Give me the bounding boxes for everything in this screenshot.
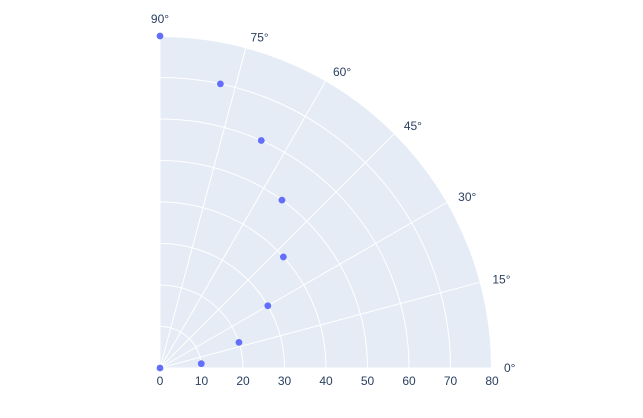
radial-tick-label: 20 [236, 374, 250, 388]
radial-tick-label: 10 [195, 374, 209, 388]
data-point [235, 338, 243, 346]
radial-tick-label: 60 [402, 374, 416, 388]
radial-tick-label: 40 [319, 374, 333, 388]
angular-grid-line [159, 47, 247, 369]
data-point [216, 80, 224, 88]
data-point [278, 196, 286, 204]
angular-tick-label: 75° [251, 31, 269, 45]
angular-grid-line [159, 281, 481, 369]
data-point [257, 137, 265, 144]
radial-tick-label: 80 [485, 374, 499, 388]
angular-tick-label: 60° [333, 65, 351, 79]
grid-layer [159, 35, 493, 369]
radial-tick-label: 50 [361, 374, 375, 388]
radial-tick-label: 0 [157, 374, 164, 388]
angular-tick-label: 45° [404, 119, 422, 133]
data-point [156, 32, 164, 40]
radial-tick-label: 30 [278, 374, 292, 388]
angular-grid-line [159, 132, 396, 369]
radial-tick-label: 70 [444, 374, 458, 388]
data-point [264, 302, 272, 310]
angular-tick-label: 15° [492, 272, 510, 286]
data-point-layer [156, 32, 287, 372]
angular-tick-label: 90° [151, 12, 169, 26]
tick-label-layer: 0 10 20 30 40 50 60 70 80 0° 15° 30° 45° 60° 75° 90° [151, 12, 516, 388]
data-point [156, 364, 164, 372]
angular-grid-line [159, 201, 448, 369]
angular-tick-label: 30° [458, 190, 476, 204]
data-point [279, 253, 287, 261]
data-point [197, 360, 205, 368]
angular-grid-line [159, 80, 327, 369]
angular-tick-label: 0° [504, 361, 516, 375]
